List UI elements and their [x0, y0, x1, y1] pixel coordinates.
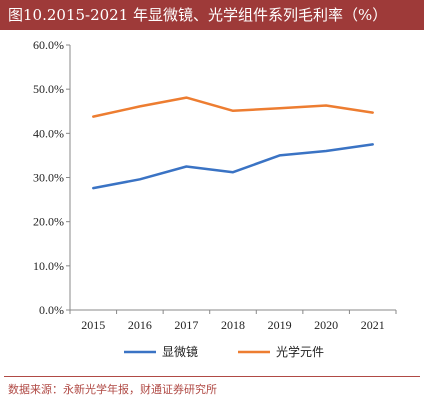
chart-title: 图10.2015-2021 年显微镜、光学组件系列毛利率（%） [0, 0, 424, 30]
legend-label: 光学元件 [276, 344, 324, 359]
y-tick-label: 20.0% [33, 215, 64, 229]
x-tick-label: 2019 [268, 318, 292, 332]
y-tick-label: 0.0% [39, 303, 64, 317]
y-tick-label: 40.0% [33, 126, 64, 140]
y-tick-label: 60.0% [33, 38, 64, 52]
series-line-1 [92, 143, 374, 190]
x-tick-label: 2020 [314, 318, 338, 332]
x-tick-label: 2017 [174, 318, 198, 332]
x-tick-label: 2021 [361, 318, 385, 332]
line-chart: 0.0%10.0%20.0%30.0%40.0%50.0%60.0% 2015 2… [33, 38, 397, 359]
x-axis: 2015 2016 2017 2018 2019 2020 2021 [69, 309, 397, 332]
x-tick-label: 2015 [81, 318, 105, 332]
series-line-2 [92, 96, 374, 118]
y-axis: 0.0% 10.0% 20.0% 30.0% 40.0% 50.0% 60.0% [33, 38, 71, 317]
y-tick-label: 10.0% [33, 259, 64, 273]
x-tick-label: 2016 [128, 318, 152, 332]
source-note: 数据来源：永新光学年报，财通证券研究所 [8, 383, 217, 396]
legend-label: 显微镜 [162, 344, 198, 359]
y-tick-label: 30.0% [33, 171, 64, 185]
series-lines [92, 96, 374, 190]
x-tick-label: 2018 [221, 318, 245, 332]
legend: 显微镜 光学元件 [124, 344, 324, 359]
y-tick-label: 50.0% [33, 82, 64, 96]
footer-divider [4, 376, 420, 377]
